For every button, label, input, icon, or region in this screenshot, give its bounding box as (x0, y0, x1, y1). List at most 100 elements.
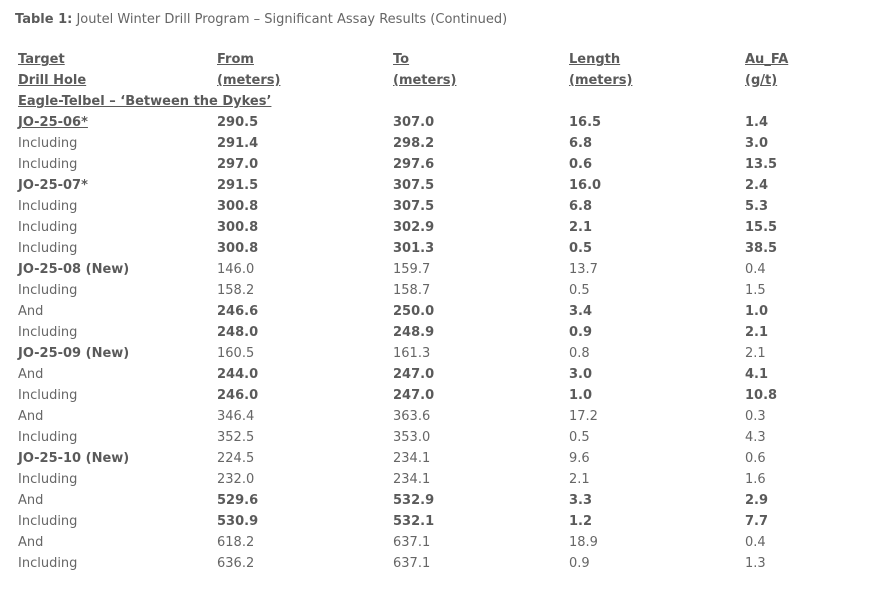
cell: 300.8 (217, 199, 259, 214)
cell: 247.0 (393, 367, 435, 382)
cell: 0.5 (569, 283, 590, 298)
cell: 352.5 (217, 430, 255, 445)
cell: 246.6 (217, 304, 259, 319)
cell: 532.9 (393, 493, 435, 508)
cell: 6.8 (569, 136, 593, 151)
cell: 9.6 (569, 451, 590, 466)
cell: 307.5 (393, 199, 435, 214)
cell: 3.4 (569, 304, 593, 319)
table-label: Table 1: (15, 12, 73, 27)
column-header: Drill Hole (18, 73, 87, 88)
table-title: Joutel Winter Drill Program – Significan… (76, 12, 508, 27)
cell: 2.1 (745, 325, 769, 340)
column-header: Target (18, 52, 65, 67)
cell: 224.5 (217, 451, 255, 466)
column-header: Au_FA (745, 52, 789, 67)
cell: 158.7 (393, 283, 431, 298)
cell: 300.8 (217, 220, 259, 235)
row-label: And (18, 535, 44, 550)
cell: 2.1 (569, 220, 593, 235)
cell: 15.5 (745, 220, 778, 235)
row-label: Including (18, 556, 78, 571)
row-label: And (18, 409, 44, 424)
cell: 247.0 (393, 388, 435, 403)
cell: 1.6 (745, 472, 766, 487)
cell: 7.7 (745, 514, 769, 529)
cell: 158.2 (217, 283, 255, 298)
cell: 161.3 (393, 346, 431, 361)
cell: 300.8 (217, 241, 259, 256)
cell: 6.8 (569, 199, 593, 214)
row-label: JO-25-07* (18, 178, 88, 193)
cell: 291.5 (217, 178, 259, 193)
cell: 530.9 (217, 514, 259, 529)
cell: 234.1 (393, 472, 431, 487)
cell: 0.5 (569, 241, 593, 256)
cell: 1.5 (745, 283, 766, 298)
cell: 637.1 (393, 535, 431, 550)
cell: 1.2 (569, 514, 593, 529)
cell: 248.0 (217, 325, 259, 340)
cell: 291.4 (217, 136, 259, 151)
cell: 17.2 (569, 409, 598, 424)
row-label: Including (18, 325, 78, 340)
table-caption: Table 1: Joutel Winter Drill Program – S… (15, 12, 507, 28)
cell: 0.6 (745, 451, 766, 466)
column-header: (g/t) (745, 73, 778, 88)
cell: 2.1 (745, 346, 766, 361)
cell: 0.9 (569, 556, 590, 571)
section-heading: Eagle-Telbel – ‘Between the Dykes’ (18, 94, 272, 109)
row-label: Including (18, 430, 78, 445)
cell: 363.6 (393, 409, 431, 424)
cell: 1.0 (569, 388, 593, 403)
cell: 38.5 (745, 241, 778, 256)
cell: 16.0 (569, 178, 602, 193)
row-label: And (18, 493, 44, 508)
cell: 307.5 (393, 178, 435, 193)
cell: 0.4 (745, 535, 766, 550)
row-label: Including (18, 157, 78, 172)
cell: 3.3 (569, 493, 593, 508)
cell: 618.2 (217, 535, 255, 550)
column-header: From (217, 52, 254, 67)
column-header: (meters) (393, 73, 457, 88)
cell: 1.3 (745, 556, 766, 571)
row-label: JO-25-09 (New) (18, 346, 130, 361)
cell: 529.6 (217, 493, 259, 508)
row-label: Including (18, 199, 78, 214)
cell: 307.0 (393, 115, 435, 130)
cell: 2.9 (745, 493, 769, 508)
cell: 0.6 (569, 157, 593, 172)
cell: 246.0 (217, 388, 259, 403)
cell: 3.0 (569, 367, 593, 382)
cell: 0.5 (569, 430, 590, 445)
cell: 637.1 (393, 556, 431, 571)
row-label: Including (18, 472, 78, 487)
cell: 232.0 (217, 472, 255, 487)
cell: 302.9 (393, 220, 435, 235)
cell: 297.0 (217, 157, 259, 172)
cell: 298.2 (393, 136, 435, 151)
cell: 5.3 (745, 199, 769, 214)
cell: 4.3 (745, 430, 766, 445)
row-label: JO-25-08 (New) (18, 262, 130, 277)
cell: 18.9 (569, 535, 598, 550)
cell: 0.9 (569, 325, 593, 340)
cell: 234.1 (393, 451, 431, 466)
column-header: (meters) (569, 73, 633, 88)
row-label: And (18, 367, 44, 382)
cell: 4.1 (745, 367, 769, 382)
cell: 10.8 (745, 388, 778, 403)
cell: 290.5 (217, 115, 259, 130)
row-label: Including (18, 514, 78, 529)
cell: 636.2 (217, 556, 255, 571)
cell: 532.1 (393, 514, 435, 529)
cell: 146.0 (217, 262, 255, 277)
cell: 297.6 (393, 157, 435, 172)
cell: 13.5 (745, 157, 778, 172)
cell: 1.0 (745, 304, 769, 319)
row-label: Including (18, 283, 78, 298)
row-label: JO-25-06* (18, 115, 88, 130)
cell: 301.3 (393, 241, 435, 256)
